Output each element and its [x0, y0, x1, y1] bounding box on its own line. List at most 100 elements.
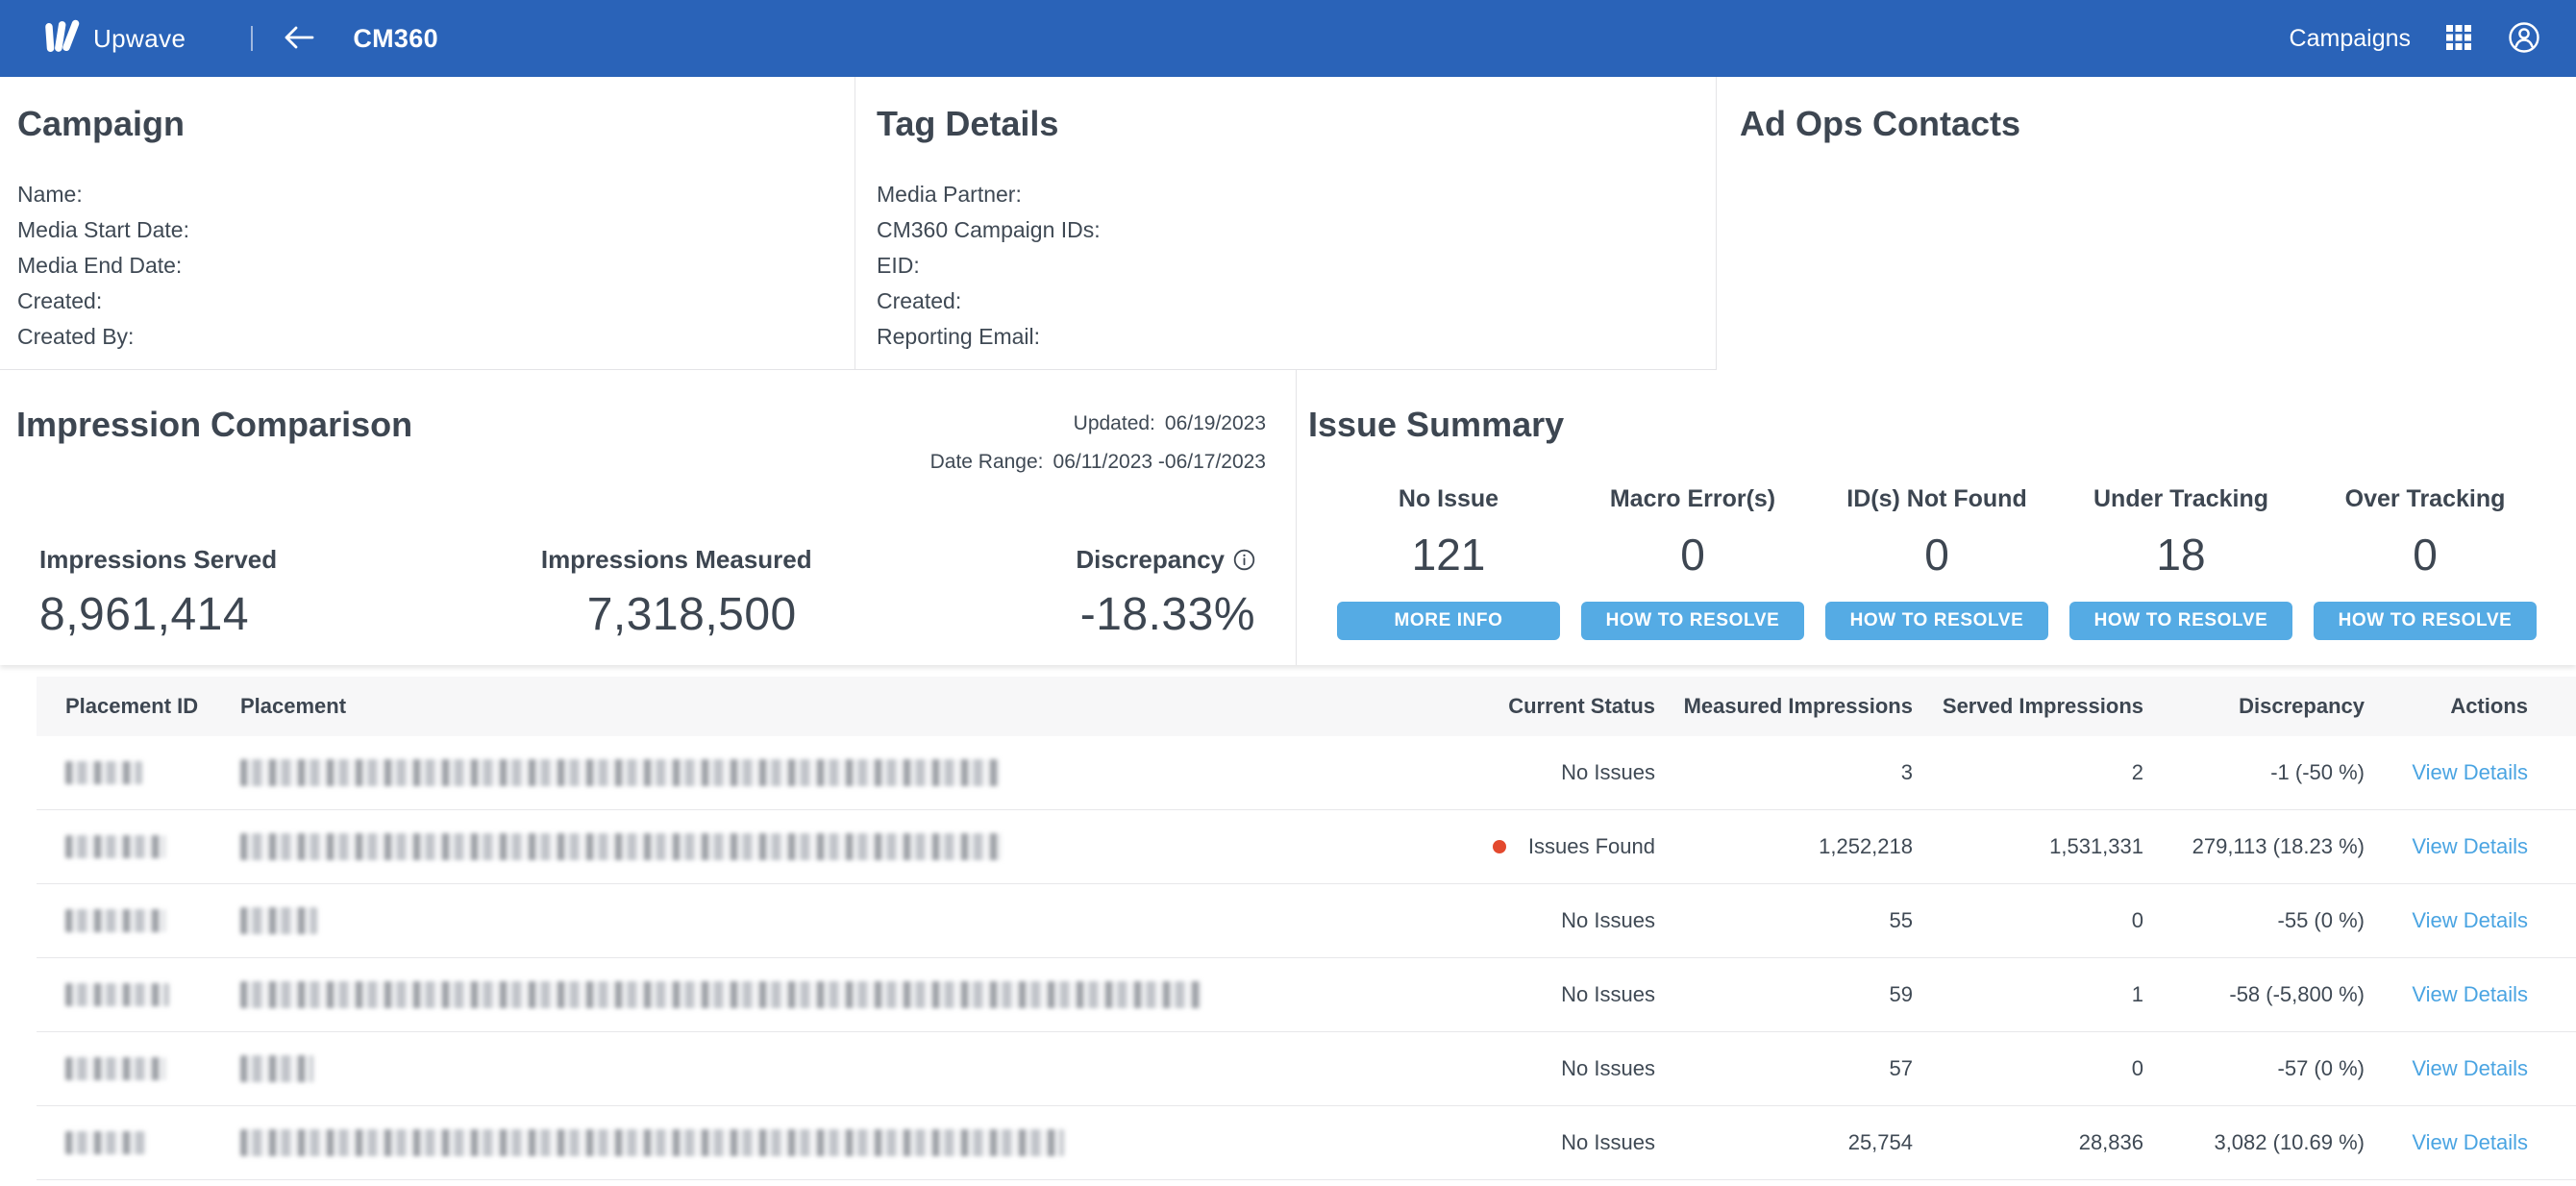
table-row: No Issues 59 1 -58 (-5,800 %) View Detai… — [37, 958, 2576, 1032]
col-placement-id: Placement ID — [65, 694, 199, 718]
current-status-cell: No Issues — [1432, 1130, 1672, 1155]
issue-stat-value: 0 — [2413, 530, 2438, 580]
impression-metric: Impressions Measured 7,318,500 — [541, 545, 843, 641]
current-status-text: No Issues — [1561, 1056, 1655, 1080]
measured-impressions-cell: 55 — [1889, 908, 1913, 932]
impression-metric: Discrepancy -18.33% — [1076, 545, 1255, 641]
metric-label: Impressions Measured — [540, 545, 812, 574]
col-placement: Placement — [240, 694, 347, 718]
redacted-placement-name — [240, 907, 317, 934]
field-label: Media Start Date: — [17, 217, 189, 242]
placement-id-cell — [65, 909, 240, 932]
placement-cell — [240, 981, 1432, 1008]
apps-grid-button[interactable] — [2443, 22, 2474, 56]
field-label: Created By: — [17, 324, 135, 349]
field-label: Created: — [877, 288, 962, 313]
col-discrepancy: Discrepancy — [2239, 694, 2365, 718]
tag-details-panel: Tag Details Media Partner: CM360 Campaig… — [855, 77, 1717, 370]
col-actions: Actions — [2450, 694, 2528, 718]
metric-label: Impressions Served — [39, 545, 278, 574]
redacted-placement-id — [65, 1057, 165, 1080]
table-row: No Issues 57 0 -57 (0 %) View Details — [37, 1032, 2576, 1106]
served-impressions-cell: 1,531,331 — [2049, 834, 2143, 858]
redacted-placement-name — [240, 759, 1000, 786]
metric-value: 7,318,500 — [586, 589, 797, 640]
apps-grid-icon — [2443, 22, 2474, 56]
field-label: Name: — [17, 182, 83, 207]
field-label: CM360 Campaign IDs: — [877, 217, 1101, 242]
redacted-placement-name — [240, 1129, 1064, 1156]
issue-summary-panel: Issue Summary No Issue 121 MORE INFO Mac… — [1297, 370, 2576, 665]
metric-label: Discrepancy — [1076, 545, 1225, 574]
table-header-row: Placement ID Placement Current Status Me… — [37, 677, 2576, 736]
current-status-text: Issues Found — [1527, 834, 1655, 858]
metric-value: -18.33% — [1079, 589, 1255, 640]
ad-ops-contacts-panel: Ad Ops Contacts — [1717, 77, 2576, 370]
info-panels-row: Campaign Name: Media Start Date: Media E… — [0, 77, 2576, 370]
issue-status-dot — [1493, 840, 1506, 853]
view-details-link[interactable]: View Details — [2412, 1130, 2528, 1154]
impression-comparison-title: Impression Comparison — [16, 405, 413, 444]
issue-stat-button[interactable]: MORE INFO — [1337, 602, 1560, 640]
current-status-cell: No Issues — [1432, 908, 1672, 933]
current-status-text: No Issues — [1561, 908, 1655, 932]
issue-stat-value: 0 — [1680, 530, 1705, 580]
discrepancy-cell: -55 (0 %) — [2277, 908, 2365, 932]
summary-row: Impression Comparison Updated: 06/19/2023… — [0, 370, 2576, 665]
upwave-logo-icon — [41, 14, 80, 63]
info-icon[interactable] — [1233, 549, 1255, 571]
nav-divider — [251, 26, 254, 51]
metric-value: 8,961,414 — [39, 589, 250, 640]
placement-cell — [240, 833, 1432, 860]
col-measured-impressions: Measured Impressions — [1683, 694, 1913, 718]
table-row: No Issues 55 0 -55 (0 %) View Details — [37, 884, 2576, 958]
served-impressions-cell: 0 — [2131, 1056, 2143, 1080]
served-impressions-cell: 1 — [2131, 982, 2143, 1006]
view-details-link[interactable]: View Details — [2412, 834, 2528, 858]
issue-summary-title: Issue Summary — [1308, 405, 1565, 444]
view-details-link[interactable]: View Details — [2412, 1056, 2528, 1080]
issue-stat-button[interactable]: HOW TO RESOLVE — [2314, 602, 2537, 640]
view-details-link[interactable]: View Details — [2412, 982, 2528, 1006]
account-button[interactable] — [2507, 20, 2541, 58]
table-row: No Issues 25,754 28,836 3,082 (10.69 %) … — [37, 1106, 2576, 1180]
issue-stat: ID(s) Not Found 0 HOW TO RESOLVE — [1825, 485, 2048, 640]
redacted-placement-name — [240, 833, 1002, 860]
measured-impressions-cell: 25,754 — [1847, 1130, 1913, 1154]
issue-stat-value: 0 — [1924, 530, 1949, 580]
placement-id-cell — [65, 835, 240, 858]
discrepancy-cell: -58 (-5,800 %) — [2229, 982, 2365, 1006]
issue-stat: Under Tracking 18 HOW TO RESOLVE — [2069, 485, 2292, 640]
campaign-panel: Campaign Name: Media Start Date: Media E… — [0, 77, 855, 370]
brand-name: Upwave — [93, 23, 186, 53]
current-status-cell: No Issues — [1432, 760, 1672, 785]
field-label: Created: — [17, 288, 103, 313]
back-button[interactable] — [278, 17, 320, 60]
placement-cell — [240, 1129, 1432, 1156]
issue-stat-button[interactable]: HOW TO RESOLVE — [2069, 602, 2292, 640]
discrepancy-cell: -1 (-50 %) — [2270, 760, 2365, 784]
current-status-cell: No Issues — [1432, 982, 1672, 1007]
impression-metrics: Impressions Served 8,961,414 Impressions… — [0, 545, 1296, 641]
issue-stat-button[interactable]: HOW TO RESOLVE — [1581, 602, 1804, 640]
view-details-link[interactable]: View Details — [2412, 760, 2528, 784]
campaign-fields: Name: Media Start Date: Media End Date: … — [17, 177, 855, 355]
account-icon — [2507, 20, 2541, 58]
placement-cell — [240, 759, 1432, 786]
redacted-placement-name — [240, 1055, 313, 1082]
issue-stat-button[interactable]: HOW TO RESOLVE — [1825, 602, 2048, 640]
view-details-link[interactable]: View Details — [2412, 908, 2528, 932]
field-label: EID: — [877, 253, 920, 278]
field-label: Media End Date: — [17, 253, 183, 278]
placement-id-cell — [65, 1131, 240, 1154]
issue-stat: Over Tracking 0 HOW TO RESOLVE — [2314, 485, 2537, 640]
current-status-cell: No Issues — [1432, 1056, 1672, 1081]
table-row: No Issues 3 2 -1 (-50 %) View Details — [37, 736, 2576, 810]
served-impressions-cell: 2 — [2131, 760, 2143, 784]
current-status-cell: Issues Found — [1432, 834, 1672, 859]
issue-summary-stats: No Issue 121 MORE INFO Macro Error(s) 0 … — [1337, 485, 2576, 640]
campaigns-link[interactable]: Campaigns — [2289, 24, 2411, 52]
issue-stat-value: 121 — [1411, 530, 1486, 580]
redacted-placement-id — [65, 909, 165, 932]
issue-stat: No Issue 121 MORE INFO — [1337, 485, 1560, 640]
